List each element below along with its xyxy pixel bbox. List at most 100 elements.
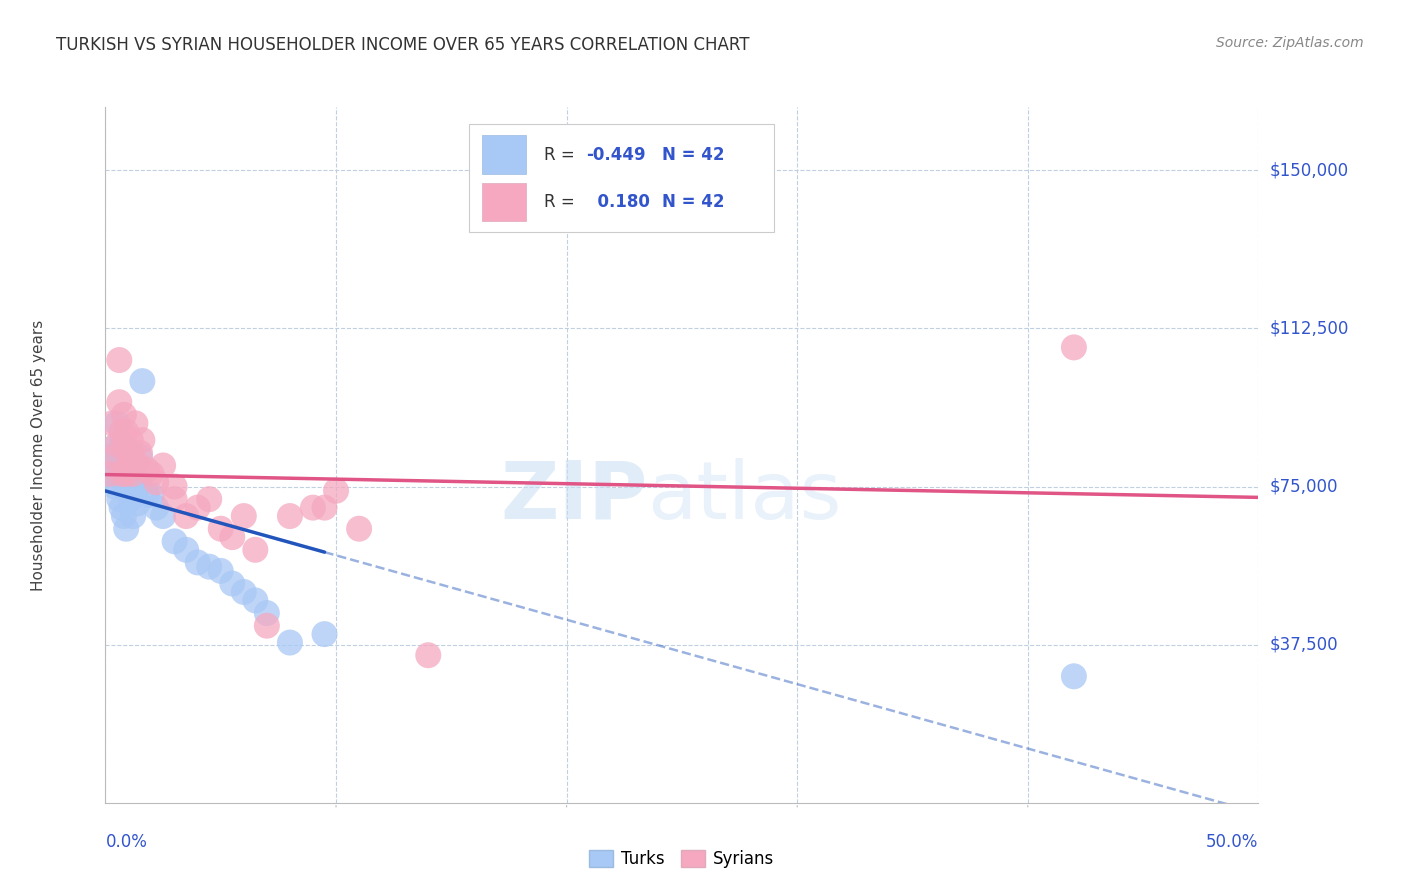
Point xyxy=(117,458,139,473)
Point xyxy=(278,635,301,649)
Text: $37,500: $37,500 xyxy=(1270,636,1339,654)
Point xyxy=(129,446,152,460)
Point xyxy=(221,576,243,591)
Point xyxy=(198,492,221,507)
Point xyxy=(122,509,145,524)
Point xyxy=(112,471,135,485)
Point xyxy=(1063,340,1085,354)
Point xyxy=(117,446,139,460)
Point xyxy=(152,458,174,473)
Point xyxy=(302,500,325,515)
Point xyxy=(112,408,135,422)
Point xyxy=(115,522,138,536)
Point xyxy=(209,564,232,578)
Point xyxy=(127,496,149,510)
Point xyxy=(117,479,139,493)
Text: ZIP: ZIP xyxy=(501,458,647,536)
Point xyxy=(115,467,138,481)
Point xyxy=(97,450,120,464)
Point xyxy=(141,488,163,502)
Text: TURKISH VS SYRIAN HOUSEHOLDER INCOME OVER 65 YEARS CORRELATION CHART: TURKISH VS SYRIAN HOUSEHOLDER INCOME OVE… xyxy=(56,36,749,54)
Point xyxy=(347,522,370,536)
Text: $150,000: $150,000 xyxy=(1270,161,1348,179)
Point xyxy=(104,479,127,493)
Point xyxy=(98,467,121,481)
Point xyxy=(124,483,146,498)
Point xyxy=(136,488,159,502)
Text: $112,500: $112,500 xyxy=(1270,319,1348,337)
Point xyxy=(187,500,209,515)
Text: $75,000: $75,000 xyxy=(1270,477,1339,496)
Text: N = 42: N = 42 xyxy=(662,145,725,163)
FancyBboxPatch shape xyxy=(468,124,775,232)
Text: Householder Income Over 65 years: Householder Income Over 65 years xyxy=(31,319,46,591)
Point xyxy=(110,425,132,439)
Point xyxy=(110,467,132,481)
Point xyxy=(110,500,132,515)
Point xyxy=(105,417,128,431)
Point xyxy=(122,467,145,481)
Point xyxy=(131,374,153,388)
Point xyxy=(418,648,440,663)
Point xyxy=(129,475,152,490)
Point xyxy=(122,450,145,464)
Point xyxy=(131,433,153,447)
Point xyxy=(124,417,146,431)
Legend: Turks, Syrians: Turks, Syrians xyxy=(583,843,780,874)
Text: -0.449: -0.449 xyxy=(586,145,645,163)
Point xyxy=(232,509,254,524)
Text: N = 42: N = 42 xyxy=(662,193,725,211)
Point xyxy=(163,479,186,493)
Point xyxy=(117,446,139,460)
Point xyxy=(101,417,124,431)
Point xyxy=(98,467,121,481)
Point xyxy=(112,437,135,451)
Point xyxy=(198,559,221,574)
Point xyxy=(174,542,197,557)
Point xyxy=(325,483,347,498)
Point xyxy=(141,467,163,481)
Point xyxy=(245,593,267,607)
Point xyxy=(101,442,124,456)
Point xyxy=(129,450,152,464)
Point xyxy=(187,556,209,570)
FancyBboxPatch shape xyxy=(482,183,526,221)
Point xyxy=(105,437,128,451)
Point xyxy=(120,458,142,473)
Point xyxy=(209,522,232,536)
Point xyxy=(314,500,336,515)
Point xyxy=(1063,669,1085,683)
Text: R =: R = xyxy=(544,193,579,211)
Point xyxy=(174,509,197,524)
Text: R =: R = xyxy=(544,145,579,163)
Point xyxy=(104,450,127,464)
Point xyxy=(122,467,145,481)
Point xyxy=(221,530,243,544)
Point xyxy=(314,627,336,641)
Point xyxy=(163,492,186,507)
Point xyxy=(145,500,167,515)
Point xyxy=(232,585,254,599)
Point xyxy=(115,463,138,477)
Text: 0.180: 0.180 xyxy=(586,193,650,211)
Point xyxy=(256,618,278,632)
Text: 0.0%: 0.0% xyxy=(105,833,148,851)
Point xyxy=(108,458,131,473)
Point xyxy=(105,475,128,490)
Point xyxy=(278,509,301,524)
Point xyxy=(163,534,186,549)
Point xyxy=(112,509,135,524)
FancyBboxPatch shape xyxy=(482,136,526,174)
Text: atlas: atlas xyxy=(647,458,842,536)
Point xyxy=(152,509,174,524)
Point xyxy=(115,425,138,439)
Point xyxy=(245,542,267,557)
Point xyxy=(127,458,149,473)
Point xyxy=(120,433,142,447)
Point xyxy=(112,450,135,464)
Point xyxy=(108,395,131,409)
Point xyxy=(120,492,142,507)
Point xyxy=(136,463,159,477)
Point xyxy=(108,492,131,507)
Text: Source: ZipAtlas.com: Source: ZipAtlas.com xyxy=(1216,36,1364,50)
